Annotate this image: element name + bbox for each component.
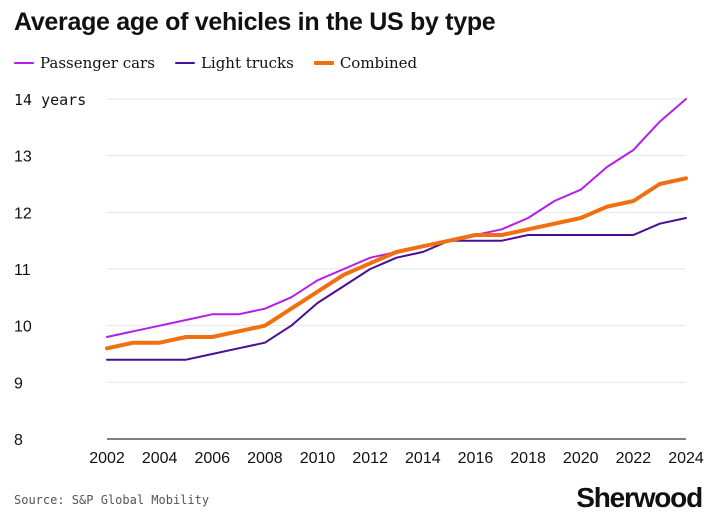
y-tick-label: 13 <box>14 149 32 166</box>
x-tick-label: 2010 <box>300 450 336 467</box>
legend: Passenger cars Light trucks Combined <box>14 54 417 72</box>
y-tick-label: 9 <box>14 375 23 392</box>
light-trucks-line <box>106 217 687 361</box>
x-tick-label: 2002 <box>89 450 125 467</box>
passenger-cars-line <box>106 98 687 338</box>
y-tick-label: 14 years <box>14 91 86 109</box>
x-tick-label: 2004 <box>142 450 178 467</box>
series-lines <box>105 98 688 361</box>
legend-label-passenger-cars: Passenger cars <box>40 54 155 72</box>
x-tick-label: 2006 <box>194 450 230 467</box>
combined-line <box>105 176 688 351</box>
y-tick-label: 10 <box>14 319 32 336</box>
legend-item-light-trucks: Light trucks <box>174 54 294 72</box>
chart-title: Average age of vehicles in the US by typ… <box>14 8 496 36</box>
x-tick-label: 2018 <box>510 450 546 467</box>
y-tick-label: 8 <box>14 432 23 449</box>
legend-label-combined: Combined <box>339 54 418 72</box>
legend-swatch-light-trucks <box>174 62 195 64</box>
source-note: Source: S&P Global Mobility <box>14 493 210 507</box>
sherwood-logo: Sherwood <box>576 482 703 513</box>
legend-swatch-passenger-cars <box>14 62 34 64</box>
x-axis-ticks: 2002 2004 2006 2008 2010 2012 2014 2016 2018 2020… <box>89 450 704 467</box>
x-tick-label: 2008 <box>247 450 283 467</box>
y-axis-ticks: 8 9 10 11 12 13 14 years <box>14 91 86 449</box>
x-tick-label: 2020 <box>563 450 599 467</box>
legend-item-passenger-cars: Passenger cars <box>14 54 155 72</box>
y-tick-label: 12 <box>14 205 32 222</box>
x-tick-label: 2016 <box>458 450 494 467</box>
y-tick-label: 11 <box>14 262 31 279</box>
grid-lines <box>107 98 686 440</box>
x-tick-label: 2022 <box>616 450 652 467</box>
legend-swatch-combined <box>313 61 334 65</box>
x-tick-label: 2024 <box>668 450 704 467</box>
legend-label-light-trucks: Light trucks <box>200 54 294 72</box>
x-tick-label: 2014 <box>405 450 441 467</box>
legend-item-combined: Combined <box>313 54 418 72</box>
x-tick-label: 2012 <box>352 450 388 467</box>
